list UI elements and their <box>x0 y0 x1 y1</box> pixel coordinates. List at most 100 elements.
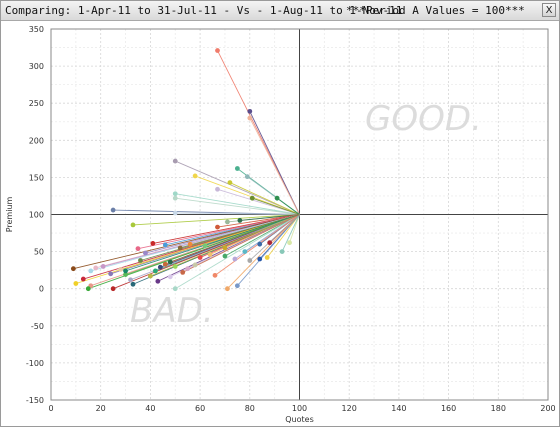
data-point <box>110 286 116 292</box>
data-point <box>110 207 116 213</box>
point-connector <box>239 214 300 221</box>
y-tick-label: -50 <box>31 322 44 331</box>
point-connector <box>217 214 300 228</box>
point-connector <box>281 214 300 252</box>
point-connector <box>214 214 300 276</box>
data-point <box>207 252 213 257</box>
y-tick-label: 300 <box>29 62 44 71</box>
point-connector <box>175 193 300 215</box>
data-point <box>185 266 191 272</box>
data-point <box>162 261 168 267</box>
point-connector <box>249 117 300 215</box>
data-point <box>242 249 248 255</box>
data-point <box>234 283 240 289</box>
y-tick-label: 200 <box>29 136 44 145</box>
x-tick-label: 80 <box>245 404 255 413</box>
y-tick-label: -100 <box>26 359 44 368</box>
data-point <box>247 108 253 114</box>
point-connector <box>252 197 300 215</box>
point-connector <box>175 214 300 290</box>
data-point <box>249 195 255 201</box>
comparison-title: Comparing: 1-Apr-11 to 31-Jul-11 - Vs - … <box>5 4 403 17</box>
data-point <box>177 245 183 251</box>
data-point <box>138 258 143 263</box>
point-connector <box>132 214 300 226</box>
point-connector <box>249 214 300 261</box>
data-point <box>192 173 198 179</box>
plot-area <box>50 28 549 401</box>
data-point <box>192 262 198 268</box>
data-point <box>202 243 208 249</box>
data-point <box>172 286 178 292</box>
y-tick-label: 150 <box>29 173 44 182</box>
data-point <box>247 115 253 121</box>
data-point <box>212 272 218 278</box>
data-point <box>152 268 158 274</box>
data-point <box>118 267 123 272</box>
data-point <box>172 195 178 201</box>
point-connector <box>229 182 300 215</box>
point-connector <box>217 188 300 215</box>
x-tick-label: 0 <box>48 404 53 413</box>
point-connector <box>227 214 300 290</box>
title-bar: Comparing: 1-Apr-11 to 31-Jul-11 - Vs - … <box>1 1 559 21</box>
point-connector <box>237 214 300 287</box>
data-point <box>70 266 76 272</box>
data-point <box>93 265 99 271</box>
data-point <box>108 271 114 277</box>
data-point <box>274 195 280 201</box>
period-note: ***Period A Values = 100*** <box>346 4 525 17</box>
data-point <box>123 268 128 274</box>
point-connector <box>90 214 300 272</box>
y-tick-label: -150 <box>26 396 44 405</box>
data-point <box>150 241 156 246</box>
point-connector <box>276 197 300 215</box>
data-point <box>197 255 203 260</box>
x-tick-label: 120 <box>342 404 357 413</box>
data-point <box>80 276 86 282</box>
x-tick-label: 200 <box>540 404 555 413</box>
data-point <box>264 255 270 260</box>
data-point <box>187 241 193 247</box>
data-point <box>237 218 243 223</box>
y-axis-title: Premium <box>5 197 14 233</box>
data-point <box>172 210 178 216</box>
data-point <box>244 174 250 180</box>
y-tick-label: 350 <box>29 25 44 34</box>
x-tick-labels: 0 20 40 60 80 100 120 140 160 180 200 <box>48 404 555 413</box>
x-tick-label: 140 <box>391 404 406 413</box>
data-point <box>155 278 161 284</box>
bad-annotation: BAD. <box>130 291 214 331</box>
data-point <box>215 224 220 230</box>
point-connector <box>182 214 300 273</box>
x-tick-label: 20 <box>96 404 106 413</box>
point-connector <box>125 214 300 272</box>
data-point <box>148 273 153 279</box>
data-point <box>143 250 148 256</box>
data-point <box>247 258 253 263</box>
close-button[interactable]: X <box>542 3 556 17</box>
y-tick-labels: -150 -100 -50 0 50 100 150 200 250 300 350 <box>26 25 44 405</box>
data-point <box>85 286 91 292</box>
data-point <box>123 272 128 278</box>
data-point <box>88 268 94 274</box>
good-annotation: GOOD. <box>365 99 482 139</box>
data-point <box>257 241 263 247</box>
data-point <box>222 245 228 251</box>
x-axis-title: Quotes <box>285 415 314 424</box>
point-connector <box>73 214 300 270</box>
point-connector <box>175 160 300 215</box>
point-connector <box>289 214 300 243</box>
point-connector <box>88 214 300 290</box>
x-tick-label: 100 <box>292 404 307 413</box>
data-point <box>232 256 238 262</box>
point-connector <box>266 214 300 258</box>
data-point <box>162 242 168 248</box>
y-tick-label: 100 <box>29 211 44 220</box>
data-point <box>172 191 178 197</box>
data-point <box>215 186 220 192</box>
y-tick-label: 0 <box>39 285 44 294</box>
data-point <box>257 256 263 262</box>
data-point <box>287 240 292 246</box>
